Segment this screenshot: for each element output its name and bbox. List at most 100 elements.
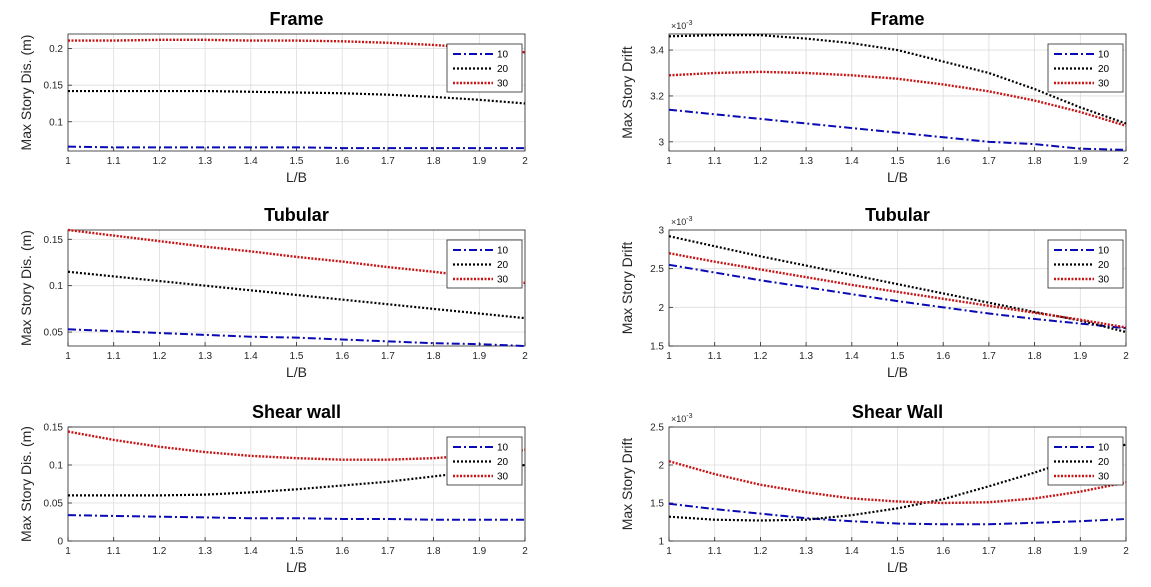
x-axis-label: L/B: [286, 364, 307, 380]
x-axis-label: L/B: [286, 559, 307, 575]
x-tick-label: 1.8: [427, 156, 441, 167]
x-tick-label: 1.9: [1073, 351, 1087, 362]
x-tick-label: 1.2: [753, 546, 767, 557]
x-tick-label: 1.3: [198, 546, 212, 557]
chart-title: Frame: [870, 9, 924, 29]
x-tick-label: 1.4: [244, 546, 258, 557]
series-line-20: [668, 443, 1127, 522]
y-tick-label: 0.05: [44, 499, 64, 510]
y-axis-label: Max Story Dis. (m): [18, 35, 34, 151]
x-tick-label: 1.3: [799, 351, 813, 362]
legend-label-20: 20: [497, 64, 509, 75]
series-line-10: [668, 263, 1127, 330]
x-tick-label: 1.8: [1028, 156, 1042, 167]
x-tick-label: 1.1: [107, 546, 121, 557]
chart-panel-2: 1 1.1 1.2 1.3 1.4 1.5 1.6 1.7 1.8 1.9 2 3 3.2 3.4 ×10-…: [619, 9, 1129, 185]
x-tick-label: 1: [65, 546, 71, 557]
series-line-10: [67, 328, 526, 347]
series-line-30: [668, 70, 1127, 127]
y-axis-label: Max Story Drift: [619, 46, 635, 139]
x-tick-label: 1.2: [753, 156, 767, 167]
chart-title: Frame: [269, 9, 323, 29]
x-tick-label: 1.6: [335, 351, 349, 362]
y-tick-label: 1.5: [650, 499, 664, 510]
x-tick-label: 1.9: [1073, 546, 1087, 557]
y-tick-label: 2.5: [650, 423, 664, 434]
x-tick-label: 1.2: [152, 156, 166, 167]
y-exponent-label: ×10-3: [671, 413, 693, 424]
x-tick-label: 1.9: [1073, 156, 1087, 167]
x-tick-label: 1.8: [1028, 546, 1042, 557]
y-tick-label: 2.5: [650, 264, 664, 275]
x-tick-label: 1.1: [107, 351, 121, 362]
legend-label-20: 20: [1098, 457, 1110, 468]
x-axis-label: L/B: [887, 169, 908, 185]
x-tick-label: 1.9: [472, 351, 486, 362]
x-tick-label: 1: [65, 156, 71, 167]
x-tick-label: 2: [1123, 546, 1129, 557]
x-tick-label: 1: [666, 546, 672, 557]
chart-title: Shear wall: [252, 402, 341, 422]
x-tick-label: 2: [1123, 156, 1129, 167]
x-tick-label: 1.4: [845, 546, 859, 557]
legend: 10 20 30: [1047, 43, 1124, 93]
x-tick-label: 1.6: [936, 156, 950, 167]
x-tick-label: 1.5: [290, 156, 304, 167]
legend-label-30: 30: [1098, 79, 1110, 90]
x-tick-label: 1.9: [472, 546, 486, 557]
series-line-20: [67, 270, 526, 320]
x-tick-label: 1.6: [335, 156, 349, 167]
x-tick-label: 1: [666, 156, 672, 167]
chart-title: Tubular: [264, 205, 329, 225]
x-tick-label: 2: [522, 351, 528, 362]
x-tick-label: 1: [65, 351, 71, 362]
y-exponent-label: ×10-3: [671, 20, 693, 31]
x-tick-label: 1.7: [982, 546, 996, 557]
chart-title: Tubular: [865, 205, 930, 225]
x-tick-label: 1: [666, 351, 672, 362]
y-tick-label: 0.15: [44, 235, 64, 246]
x-tick-label: 1.2: [152, 351, 166, 362]
series-line-30: [668, 252, 1127, 329]
legend-box: [446, 239, 523, 289]
series-line-30: [68, 38, 526, 54]
legend: 10 20 30: [1047, 436, 1124, 486]
y-tick-label: 0.2: [49, 44, 63, 55]
y-axis-label: Max Story Drift: [619, 242, 635, 335]
x-tick-label: 1.6: [936, 351, 950, 362]
chart-panel-6: 1 1.1 1.2 1.3 1.4 1.5 1.6 1.7 1.8 1.9 2 1 1.5 2 2.5 ×10…: [619, 402, 1129, 575]
x-tick-label: 1.6: [936, 546, 950, 557]
x-tick-label: 1.1: [107, 156, 121, 167]
legend-label-10: 10: [497, 246, 509, 257]
legend: 10 20 30: [446, 436, 523, 486]
x-tick-label: 1.1: [708, 156, 722, 167]
y-tick-label: 0.15: [44, 81, 64, 92]
x-tick-label: 1.9: [472, 156, 486, 167]
series-line-30: [668, 460, 1127, 505]
x-tick-label: 1.3: [198, 351, 212, 362]
legend-label-20: 20: [1098, 64, 1110, 75]
x-tick-label: 1.5: [290, 546, 304, 557]
y-tick-label: 3.4: [650, 46, 664, 57]
legend-label-10: 10: [1098, 443, 1110, 454]
x-tick-label: 1.8: [427, 546, 441, 557]
x-tick-label: 1.5: [891, 351, 905, 362]
x-tick-label: 1.1: [708, 546, 722, 557]
x-tick-label: 1.3: [799, 546, 813, 557]
x-tick-label: 2: [522, 156, 528, 167]
x-tick-label: 1.7: [982, 156, 996, 167]
y-tick-label: 0.1: [49, 117, 63, 128]
legend-label-30: 30: [497, 275, 509, 286]
x-axis-label: L/B: [887, 364, 908, 380]
x-tick-label: 1.2: [152, 546, 166, 557]
x-tick-label: 2: [1123, 351, 1129, 362]
x-tick-label: 1.7: [982, 351, 996, 362]
legend-label-30: 30: [1098, 275, 1110, 286]
x-tick-label: 1.8: [1028, 351, 1042, 362]
x-tick-label: 1.2: [753, 351, 767, 362]
y-axis-label: Max Story Dis. (m): [18, 426, 34, 542]
x-tick-label: 1.5: [891, 156, 905, 167]
y-tick-label: 0.1: [49, 461, 63, 472]
legend-label-30: 30: [497, 472, 509, 483]
